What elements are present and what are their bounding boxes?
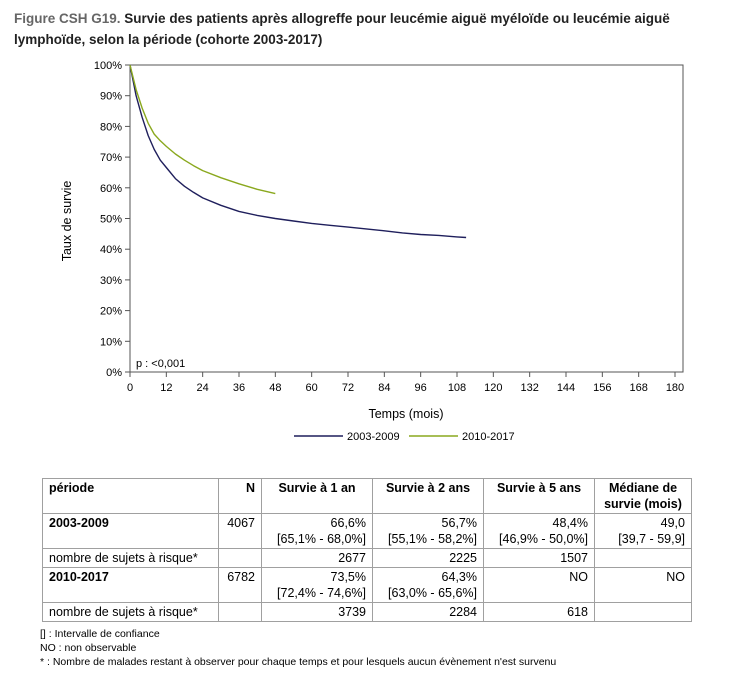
- row-survie-5ans: 48,4% [46,9% - 50,0%]: [483, 513, 595, 549]
- y-tick-label: 60%: [100, 183, 122, 195]
- footnotes: [] : Intervalle de confiance NO : non ob…: [40, 627, 556, 669]
- y-tick-label: 40%: [100, 244, 122, 256]
- legend-label-2010-2017: 2010-2017: [462, 431, 515, 443]
- table-row: 2010-2017 6782 73,5% [72,4% - 74,6%] 64,3…: [42, 567, 692, 603]
- series-line-2010-2017: [129, 64, 276, 195]
- row-mediane: NO: [594, 567, 692, 603]
- y-tick-label: 70%: [100, 152, 122, 164]
- x-tick-label: 168: [629, 382, 647, 394]
- y-axis: 0% 10% 20% 30% 40% 50% 60% 70% 80% 90% 100%: [94, 60, 130, 379]
- x-tick-label: 156: [593, 382, 611, 394]
- risk-5ans: 618: [483, 602, 595, 622]
- series-line-2003-2009: [129, 64, 467, 239]
- risk-2ans: 2225: [372, 548, 484, 568]
- p-value-annotation: p : <0,001: [136, 358, 185, 370]
- row-periode: 2010-2017: [42, 567, 219, 603]
- row-survie-1an: 73,5% [72,4% - 74,6%]: [261, 567, 373, 603]
- row-survie-2ans: 64,3% [63,0% - 65,6%]: [372, 567, 484, 603]
- x-tick-label: 84: [378, 382, 390, 394]
- row-periode: 2003-2009: [42, 513, 219, 549]
- table-row: 2003-2009 4067 66,6% [65,1% - 68,0%] 56,7…: [42, 513, 692, 549]
- row-survie-5ans: NO: [483, 567, 595, 603]
- table-row-risk: nombre de sujets à risque* 2677 2225 150…: [42, 548, 692, 568]
- row-n: 4067: [218, 513, 262, 549]
- x-tick-label: 48: [269, 382, 281, 394]
- x-axis: 0 12 24 36 48 60 72 84 96 108 120 132 144 156 168 180: [127, 372, 684, 394]
- footnote-risk: * : Nombre de malades restant à observer…: [40, 656, 557, 668]
- risk-label: nombre de sujets à risque*: [42, 548, 219, 568]
- risk-5ans: 1507: [483, 548, 595, 568]
- legend: 2003-2009 2010-2017: [294, 431, 515, 443]
- y-tick-label: 90%: [100, 91, 122, 103]
- x-tick-label: 0: [127, 382, 133, 394]
- header-survie-2ans: Survie à 2 ans: [372, 478, 484, 514]
- risk-empty: [218, 602, 262, 622]
- y-tick-label: 80%: [100, 121, 122, 133]
- risk-2ans: 2284: [372, 602, 484, 622]
- figure-title-text: Survie des patients après allogreffe pou…: [14, 11, 670, 47]
- header-mediane: Médiane de survie (mois): [594, 478, 692, 514]
- y-tick-label: 0%: [106, 367, 122, 379]
- series-lines: [129, 64, 467, 239]
- row-mediane: 49,0 [39,7 - 59,9]: [594, 513, 692, 549]
- x-tick-label: 120: [484, 382, 502, 394]
- y-tick-label: 50%: [100, 214, 122, 226]
- row-n: 6782: [218, 567, 262, 603]
- x-tick-label: 24: [197, 382, 209, 394]
- survival-chart: 0% 10% 20% 30% 40% 50% 60% 70% 80% 90% 100% 0 12 24 3…: [60, 60, 684, 443]
- risk-empty: [594, 602, 692, 622]
- x-tick-label: 36: [233, 382, 245, 394]
- header-survie-1an: Survie à 1 an: [261, 478, 373, 514]
- risk-1an: 2677: [261, 548, 373, 568]
- x-tick-label: 72: [342, 382, 354, 394]
- x-tick-label: 12: [160, 382, 172, 394]
- x-tick-label: 60: [306, 382, 318, 394]
- risk-1an: 3739: [261, 602, 373, 622]
- risk-empty: [218, 548, 262, 568]
- table-header-row: période N Survie à 1 an Survie à 2 ans S…: [42, 478, 692, 514]
- header-n: N: [218, 478, 262, 514]
- risk-label: nombre de sujets à risque*: [42, 602, 219, 622]
- x-tick-label: 144: [557, 382, 575, 394]
- survival-table: période N Survie à 1 an Survie à 2 ans S…: [42, 478, 692, 622]
- table-row-risk: nombre de sujets à risque* 3739 2284 618: [42, 602, 692, 622]
- legend-label-2003-2009: 2003-2009: [347, 431, 400, 443]
- risk-empty: [594, 548, 692, 568]
- x-tick-label: 132: [520, 382, 538, 394]
- y-tick-label: 20%: [100, 306, 122, 318]
- y-tick-label: 30%: [100, 275, 122, 287]
- y-tick-label: 10%: [100, 336, 122, 348]
- y-axis-label: Taux de survie: [60, 181, 74, 262]
- header-survie-5ans: Survie à 5 ans: [483, 478, 595, 514]
- footnote-ci: [] : Intervalle de confiance: [40, 628, 160, 640]
- y-tick-label: 100%: [94, 60, 122, 72]
- plot-frame: [129, 64, 684, 373]
- figure-title: Figure CSH G19. Survie des patients aprè…: [14, 8, 739, 50]
- figure-number: Figure CSH G19.: [14, 11, 121, 26]
- header-periode: période: [42, 478, 219, 514]
- row-survie-2ans: 56,7% [55,1% - 58,2%]: [372, 513, 484, 549]
- x-tick-label: 180: [666, 382, 684, 394]
- x-tick-label: 108: [448, 382, 466, 394]
- x-axis-label: Temps (mois): [368, 407, 443, 421]
- x-tick-label: 96: [415, 382, 427, 394]
- footnote-no: NO : non observable: [40, 642, 137, 654]
- row-survie-1an: 66,6% [65,1% - 68,0%]: [261, 513, 373, 549]
